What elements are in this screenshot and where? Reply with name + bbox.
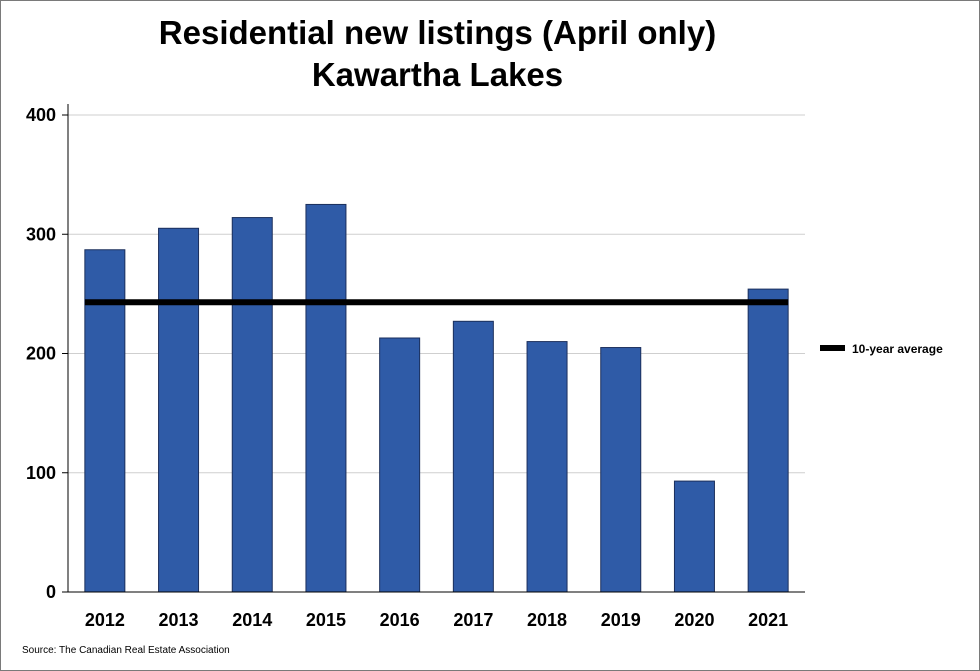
y-tick-label: 0	[46, 582, 56, 602]
y-tick-label: 400	[26, 105, 56, 125]
x-tick-label: 2020	[674, 610, 714, 630]
bar	[158, 227, 200, 593]
x-tick-label: 2012	[85, 610, 125, 630]
bars	[84, 203, 789, 593]
x-tick-label: 2019	[601, 610, 641, 630]
chart-title: Residential new listings (April only)	[158, 14, 717, 51]
bar	[231, 217, 273, 593]
y-tick-label: 200	[26, 344, 56, 364]
y-tick-label: 300	[26, 224, 56, 244]
x-tick-label: 2018	[527, 610, 567, 630]
y-tick-labels: 0 100 200 300 400	[26, 105, 56, 602]
x-tick-label: 2021	[748, 610, 788, 630]
bar	[600, 347, 642, 593]
bar	[84, 249, 126, 593]
x-tick-label: 2017	[453, 610, 493, 630]
legend-label: 10-year average	[852, 342, 943, 356]
x-tick-labels: 2012 2013 2014 2015 2016 2017 2018 2019 2020 2021	[85, 610, 788, 630]
source-note: Source: The Canadian Real Estate Associa…	[22, 645, 230, 656]
bar	[747, 288, 789, 593]
bar	[379, 337, 421, 593]
bar	[526, 341, 568, 593]
chart-subtitle: Kawartha Lakes	[311, 56, 564, 93]
bar	[305, 203, 347, 593]
bar	[673, 480, 715, 593]
axes	[62, 104, 805, 593]
x-tick-label: 2015	[306, 610, 346, 630]
x-tick-label: 2013	[159, 610, 199, 630]
legend: 10-year average	[820, 342, 943, 356]
bar	[452, 320, 494, 593]
x-tick-label: 2014	[232, 610, 272, 630]
x-tick-label: 2016	[380, 610, 420, 630]
y-tick-label: 100	[26, 463, 56, 483]
